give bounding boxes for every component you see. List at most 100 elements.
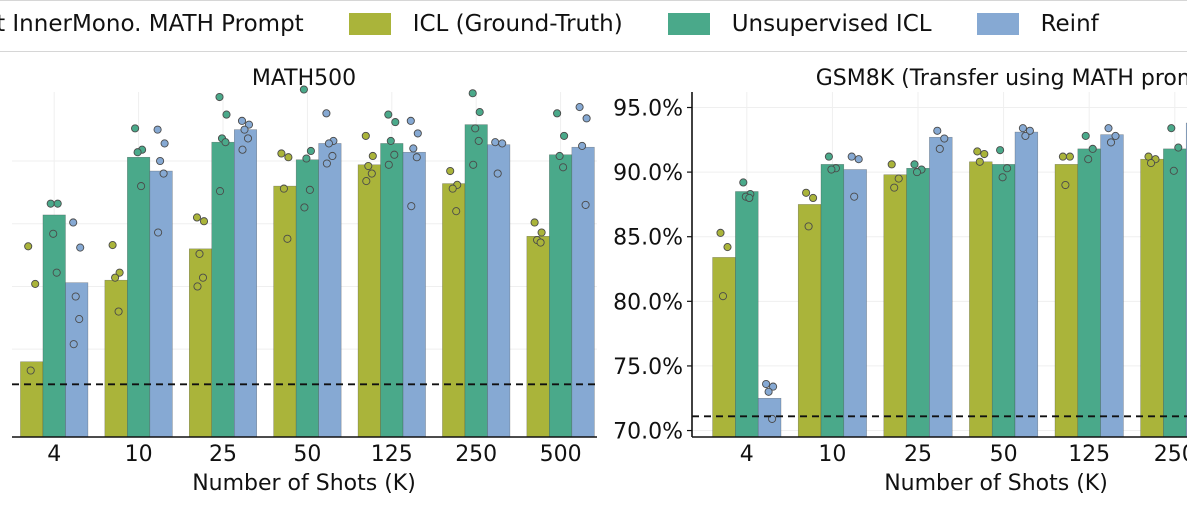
chart-title: MATH500 [252,66,356,91]
dot-reinforced-icl-500 [581,200,590,209]
dot-icl-ground-truth-10 [108,241,117,250]
dot-reinforced-icl-125 [412,153,421,162]
dot-reinforced-icl-4 [769,382,778,391]
dot-icl-ground-truth-50 [975,157,984,166]
legend-label-icl-ground-truth: ICL (Ground-Truth) [412,11,623,37]
y-tick-label: 90.0% [613,161,683,186]
legend-label-reinforced-icl: Reinf [1040,11,1099,37]
dot-reinforced-icl-4 [69,218,78,227]
dot-unsupervised-icl-125 [1088,144,1097,153]
dot-reinforced-icl-125 [1111,131,1120,140]
legend-item-icl-ground-truth: ICL (Ground-Truth) [348,11,623,37]
bar-icl-ground-truth-25 [883,174,907,438]
bar-reinforced-icl-25 [929,136,953,438]
dot-icl-ground-truth-10 [802,188,811,197]
x-tick-label: 250 [1154,442,1187,467]
dot-unsupervised-icl-50 [300,203,309,212]
y-tick-label: 75.0% [613,355,683,380]
dot-reinforced-icl-50 [322,109,331,118]
bar-icl-ground-truth-250 [1140,158,1164,438]
dot-reinforced-icl-4 [764,387,773,396]
dot-reinforced-icl-250 [491,138,500,147]
dot-reinforced-icl-500 [575,103,584,112]
y-tick-label: 70.0% [613,420,683,445]
dot-icl-ground-truth-50 [283,234,292,243]
bar-unsupervised-icl-500 [549,154,573,438]
dot-reinforced-icl-50 [324,139,333,148]
dot-reinforced-icl-25 [238,145,247,154]
x-tick-label: 125 [1068,442,1110,467]
dot-icl-ground-truth-25 [894,174,903,183]
legend-row: ot InnerMono. MATH Prompt ICL (Ground-Tr… [0,11,1144,37]
dot-reinforced-icl-500 [582,114,591,123]
dot-unsupervised-icl-10 [824,152,833,161]
dot-unsupervised-icl-25 [215,92,224,102]
legend: ot InnerMono. MATH Prompt ICL (Ground-Tr… [0,0,1187,52]
dot-unsupervised-icl-25 [912,168,922,177]
dot-unsupervised-icl-10 [137,182,146,191]
bar-reinforced-icl-125 [1100,134,1124,438]
legend-item-unsupervised-icl: Unsupervised ICL [667,11,932,37]
bar-reinforced-icl-250 [487,144,511,438]
bar-unsupervised-icl-4 [42,214,66,438]
dot-icl-ground-truth-500 [536,238,545,247]
dot-unsupervised-icl-4 [745,193,754,203]
dot-unsupervised-icl-4 [739,178,748,187]
y-tick-label: 85.0% [613,226,683,251]
dot-unsupervised-icl-25 [222,110,231,119]
bar-icl-ground-truth-125 [357,164,381,438]
y-tick-label: 95.0% [613,97,683,122]
dot-reinforced-icl-125 [413,129,422,138]
x-tick-label: 125 [371,442,413,467]
dot-icl-ground-truth-25 [887,160,896,169]
dot-reinforced-icl-10 [160,139,169,148]
x-tick-label: 50 [990,442,1018,467]
dot-reinforced-icl-125 [407,202,416,211]
bar-unsupervised-icl-50 [991,164,1016,438]
dot-reinforced-icl-4 [71,292,80,301]
dot-icl-ground-truth-125 [367,169,376,178]
dot-reinforced-icl-10 [153,125,162,134]
dot-icl-ground-truth-25 [198,273,208,282]
dot-reinforced-icl-10 [159,169,168,178]
legend-swatch-unsupervised-icl [667,13,710,35]
legend-baseline-label: ot InnerMono. MATH Prompt [0,11,304,37]
x-tick-label: 10 [818,442,846,467]
bar-icl-ground-truth-500 [526,236,550,438]
dot-icl-ground-truth-125 [364,161,373,171]
dot-unsupervised-icl-10 [133,148,142,157]
dot-icl-ground-truth-4 [24,242,33,251]
bar-unsupervised-icl-250 [1163,148,1187,438]
dot-icl-ground-truth-50 [279,184,288,193]
dot-icl-ground-truth-10 [114,307,123,316]
dot-reinforced-icl-25 [243,134,253,143]
bar-icl-ground-truth-10 [797,204,822,438]
dot-unsupervised-icl-25 [215,187,225,196]
dot-icl-ground-truth-4 [723,243,732,252]
dot-icl-ground-truth-10 [115,268,124,277]
bar-unsupervised-icl-125 [1077,148,1101,438]
x-tick-label: 10 [125,442,153,467]
dot-reinforced-icl-10 [850,192,859,201]
bar-icl-ground-truth-4 [712,257,736,438]
bar-icl-ground-truth-50 [273,185,297,438]
bar-unsupervised-icl-10 [127,156,151,438]
dot-unsupervised-icl-500 [555,151,564,161]
dot-reinforced-icl-50 [328,151,337,161]
dot-icl-ground-truth-125 [1061,180,1070,190]
dot-icl-ground-truth-125 [1058,152,1067,161]
bar-unsupervised-icl-10 [820,164,845,438]
dot-icl-ground-truth-125 [368,151,377,161]
dot-icl-ground-truth-50 [277,149,286,158]
dot-icl-ground-truth-25 [890,183,899,192]
dot-unsupervised-icl-25 [221,138,230,147]
bar-unsupervised-icl-125 [380,143,404,438]
dot-unsupervised-icl-50 [1003,164,1012,173]
dot-reinforced-icl-25 [237,116,247,125]
dot-reinforced-icl-50 [322,159,331,168]
bar-reinforced-icl-25 [234,129,257,438]
bar-reinforced-icl-10 [149,170,173,438]
dot-reinforced-icl-25 [933,126,942,135]
dot-reinforced-icl-50 [1021,131,1030,140]
dot-icl-ground-truth-4 [31,279,40,288]
